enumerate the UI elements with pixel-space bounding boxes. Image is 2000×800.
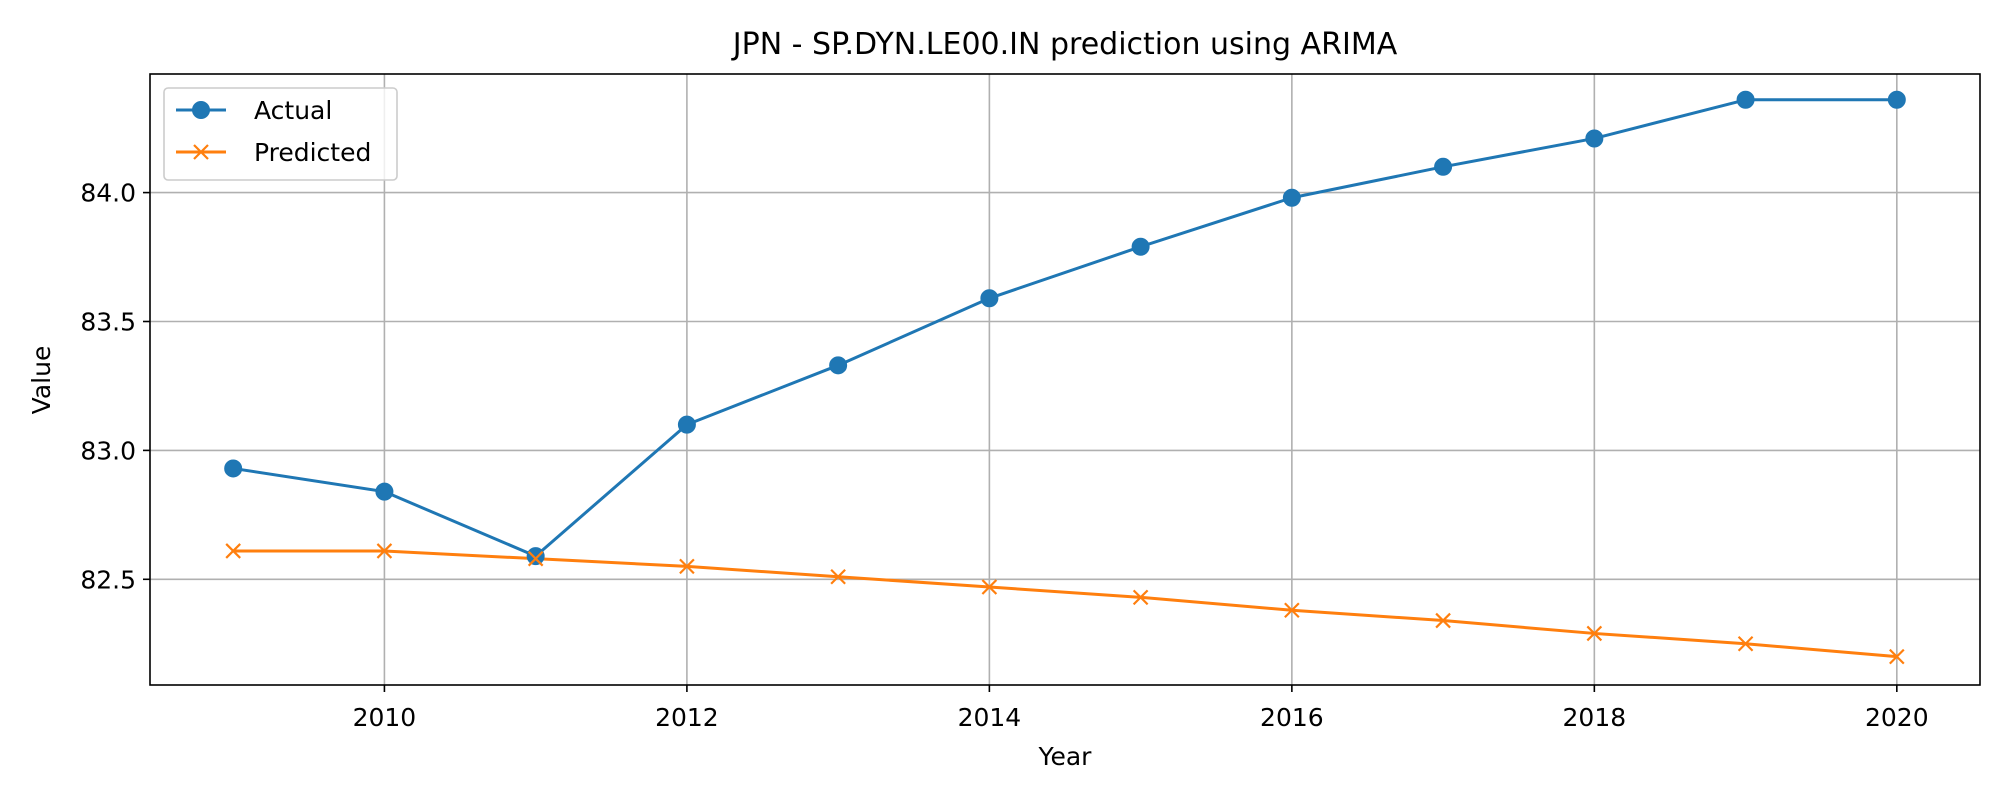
actual-data-point [1282, 188, 1301, 207]
x-tick-label: 2014 [958, 703, 1022, 732]
actual-data-point [980, 289, 999, 308]
predicted-data-point [1586, 625, 1603, 642]
actual-data-point [375, 482, 394, 501]
legend: Actual Predicted [163, 87, 398, 181]
legend-predicted-label: Predicted [254, 138, 371, 167]
y-tick-label: 83.5 [80, 307, 136, 336]
actual-data-point [1131, 237, 1150, 256]
y-tick-label: 84.0 [80, 179, 136, 208]
legend-predicted-marker [193, 144, 209, 160]
predicted-data-point [1737, 635, 1754, 652]
x-axis-label: Year [1038, 742, 1093, 771]
actual-data-point [526, 547, 545, 566]
series-layer [224, 90, 1906, 665]
predicted-data-point [830, 568, 846, 585]
actual-data-point [1434, 157, 1453, 176]
actual-data-point [829, 356, 848, 375]
plot-frame [149, 73, 1981, 686]
y-tick-label: 83.0 [80, 436, 136, 465]
actual-data-point [1887, 90, 1906, 109]
actual-data-point [224, 459, 243, 478]
actual-series-line [232, 98, 1897, 558]
predicted-data-point [225, 543, 241, 559]
predicted-data-point [1132, 589, 1149, 606]
actual-data-point [677, 415, 696, 434]
predicted-data-point [1889, 648, 1905, 665]
grid [150, 74, 1980, 685]
predicted-series-line [233, 549, 1897, 659]
predicted-data-point [1435, 612, 1451, 629]
predicted-data-point [527, 550, 544, 567]
x-tick-label: 2010 [353, 703, 417, 732]
predicted-data-point [679, 558, 695, 575]
actual-data-point [1736, 90, 1755, 109]
predicted-data-point [1284, 602, 1300, 619]
x-tick-label: 2012 [655, 703, 719, 732]
chart-title: JPN - SP.DYN.LE00.IN prediction using AR… [731, 27, 1398, 62]
predicted-data-point [981, 579, 998, 595]
x-tick-label: 2018 [1563, 703, 1627, 732]
x-tick-label: 2020 [1865, 703, 1929, 732]
actual-data-point [1585, 129, 1604, 148]
legend-actual-marker [192, 101, 210, 119]
predicted-data-point [376, 543, 393, 559]
y-tick-label: 82.5 [80, 565, 136, 594]
x-tick-label: 2016 [1260, 703, 1324, 732]
y-axis-label: Value [27, 346, 56, 415]
legend-actual-label: Actual [254, 96, 332, 125]
ticks: 2010 2012 2014 2016 2018 2020 82.5 83.0 83.5 84.0 [80, 179, 1928, 732]
